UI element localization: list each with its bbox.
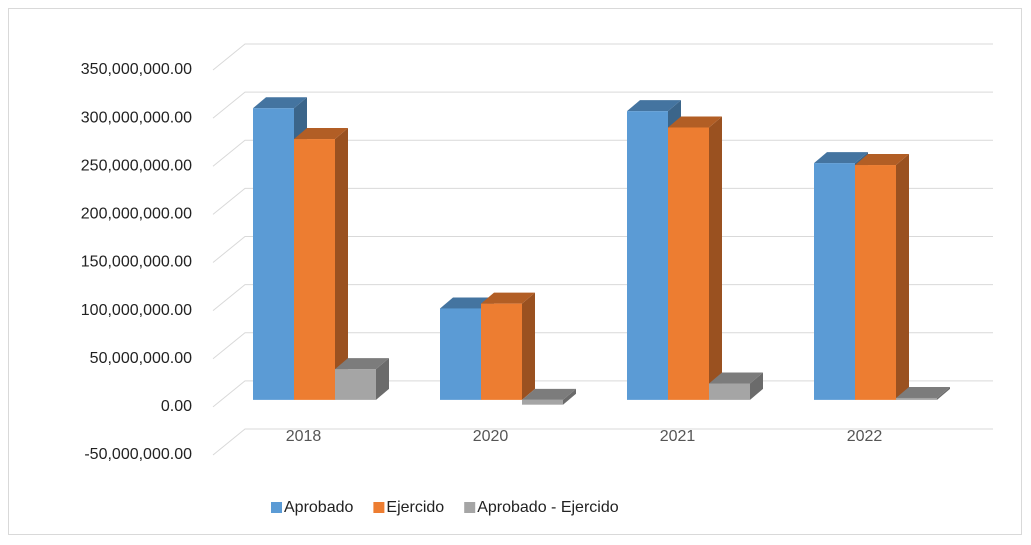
grid-line [212, 91, 993, 119]
bar [668, 116, 722, 400]
x-tick-label: 2020 [473, 428, 509, 445]
bar [335, 358, 389, 400]
y-tick-label: 50,000,000.00 [90, 350, 192, 367]
bar-front [481, 303, 522, 400]
legend-label: Aprobado [284, 499, 353, 516]
bar-top [855, 154, 909, 166]
bar-side [563, 388, 576, 405]
bar-side [937, 386, 950, 400]
bar-front [709, 383, 750, 400]
bar-top [335, 358, 389, 370]
bar-front [668, 127, 709, 400]
bar-front [896, 397, 937, 400]
y-tick-label: 150,000,000.00 [81, 254, 192, 271]
bar-front [855, 165, 896, 400]
grid-line [212, 332, 993, 360]
bar-front [627, 111, 668, 400]
bar-top [294, 128, 348, 140]
legend-swatch [271, 502, 282, 513]
bar-front [522, 399, 563, 405]
bar-side [750, 372, 763, 400]
bar-top [440, 297, 494, 309]
bar [855, 154, 909, 400]
bar [896, 386, 950, 400]
bar-front [294, 139, 335, 400]
bar-side [896, 154, 909, 400]
bar-front [335, 369, 376, 400]
bar-top [481, 292, 535, 304]
bar [522, 388, 576, 405]
y-tick-label: 300,000,000.00 [81, 109, 192, 126]
legend-swatch [373, 502, 385, 513]
x-tick-label: 2022 [847, 428, 883, 445]
bar-front [814, 163, 855, 400]
bar-top [253, 97, 307, 109]
legend-label: Ejercido [386, 499, 444, 516]
bar-top [627, 100, 681, 112]
y-tick-label: 0.00 [161, 398, 192, 415]
bar-side [522, 292, 535, 400]
legend-swatch [464, 502, 476, 513]
bar-side [335, 128, 348, 400]
grid-line [212, 187, 993, 215]
grid-line [212, 139, 993, 167]
bar-front [440, 308, 481, 400]
bar [481, 292, 535, 400]
y-tick-label: 100,000,000.00 [81, 302, 192, 319]
bar [709, 372, 763, 400]
x-tick-label: 2021 [660, 428, 696, 445]
y-tick-label: 250,000,000.00 [81, 157, 192, 174]
bar-front [253, 108, 294, 400]
bar [294, 128, 348, 400]
x-tick-label: 2018 [286, 428, 322, 445]
grid-line [212, 236, 993, 263]
y-tick-label: -50,000,000.00 [84, 446, 192, 463]
bar-top [709, 372, 763, 384]
bar-top [522, 388, 576, 400]
y-tick-label: 200,000,000.00 [81, 206, 192, 223]
bar-top [896, 386, 950, 398]
grid-line [212, 284, 993, 312]
grid-line [212, 428, 993, 456]
legend-label: Aprobado - Ejercido [477, 499, 619, 516]
bar-side [376, 358, 389, 400]
bar-side [709, 116, 722, 400]
bar-top [668, 116, 722, 128]
bar-top [814, 152, 868, 164]
y-tick-label: 350,000,000.00 [81, 61, 192, 78]
grid-line [212, 43, 993, 71]
